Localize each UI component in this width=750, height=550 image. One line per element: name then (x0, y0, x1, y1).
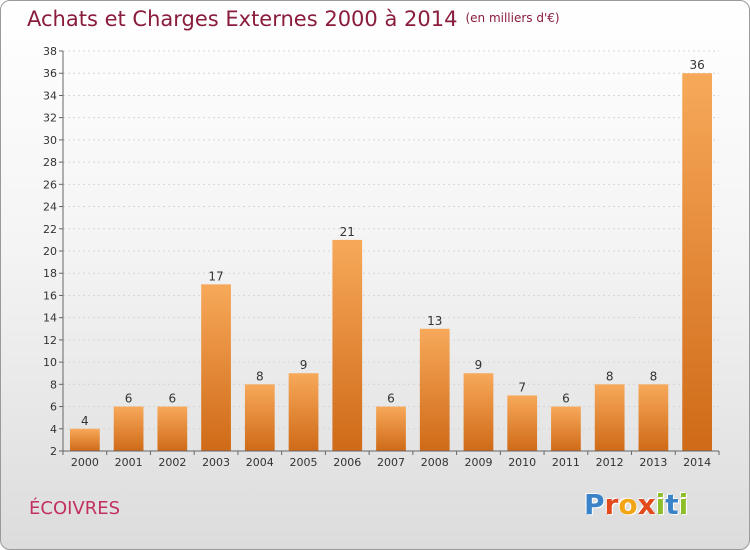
x-tick-label: 2005 (290, 456, 318, 469)
y-tick-label: 38 (43, 45, 57, 58)
y-tick-label: 10 (43, 356, 57, 369)
bar-2008 (419, 328, 450, 451)
logo-letter: i (655, 488, 666, 521)
labels: 2468101214161820222426283032343638420006… (43, 45, 711, 469)
y-tick-label: 34 (43, 89, 57, 102)
y-tick-label: 32 (43, 112, 57, 125)
y-tick-label: 12 (43, 334, 57, 347)
axes (59, 50, 720, 455)
y-tick-label: 36 (43, 67, 57, 80)
y-tick-label: 6 (50, 401, 57, 414)
logo-letter: o (618, 488, 638, 521)
logo-letter: i (678, 488, 689, 521)
x-tick-label: 2009 (464, 456, 492, 469)
bar-2014 (682, 73, 713, 451)
data-label: 17 (208, 269, 223, 283)
y-tick-label: 2 (50, 445, 57, 458)
data-label: 9 (475, 358, 483, 372)
y-tick-label: 20 (43, 245, 57, 258)
x-tick-label: 2006 (333, 456, 361, 469)
data-label: 6 (125, 392, 133, 406)
data-label: 13 (427, 314, 442, 328)
bar-2012 (594, 384, 625, 451)
x-tick-label: 2002 (158, 456, 186, 469)
data-label: 21 (340, 225, 355, 239)
data-label: 7 (518, 380, 526, 394)
data-label: 36 (689, 58, 704, 72)
y-tick-label: 4 (50, 423, 57, 436)
y-tick-label: 24 (43, 201, 57, 214)
y-tick-label: 22 (43, 223, 57, 236)
data-label: 6 (387, 392, 395, 406)
bar-2002 (157, 406, 188, 451)
commune-name: ÉCOIVRES (29, 498, 121, 519)
x-tick-label: 2003 (202, 456, 230, 469)
bars (69, 73, 713, 451)
x-tick-label: 2011 (552, 456, 580, 469)
proxiti-logo[interactable]: Proxiti (584, 488, 688, 521)
logo-letter: r (604, 488, 619, 521)
y-tick-label: 28 (43, 156, 57, 169)
logo-letter: x (637, 488, 656, 521)
data-label: 8 (650, 369, 658, 383)
x-tick-label: 2010 (508, 456, 536, 469)
data-label: 6 (562, 392, 570, 406)
title-unit: (en milliers d'€) (465, 11, 560, 25)
y-tick-label: 26 (43, 178, 57, 191)
title-text: Achats et Charges Externes 2000 à 2014 (27, 7, 458, 31)
y-tick-label: 14 (43, 312, 57, 325)
x-tick-label: 2001 (115, 456, 143, 469)
chart-title: Achats et Charges Externes 2000 à 2014 (e… (27, 7, 560, 31)
logo-letter: P (584, 488, 605, 521)
bar-2009 (463, 373, 494, 451)
data-label: 4 (81, 414, 89, 428)
bar-2011 (551, 406, 581, 451)
bar-2007 (376, 406, 406, 451)
bar-2010 (507, 395, 538, 451)
y-tick-label: 16 (43, 289, 57, 302)
x-tick-label: 2008 (421, 456, 449, 469)
x-tick-label: 2007 (377, 456, 405, 469)
bar-2001 (113, 406, 144, 451)
bar-2013 (638, 384, 669, 451)
data-label: 6 (169, 392, 177, 406)
logo-letter: t (665, 488, 679, 521)
x-tick-label: 2013 (639, 456, 667, 469)
bar-2005 (288, 373, 319, 451)
y-tick-label: 30 (43, 134, 57, 147)
x-tick-label: 2012 (596, 456, 624, 469)
x-tick-label: 2014 (683, 456, 711, 469)
y-tick-label: 18 (43, 267, 57, 280)
bar-2006 (332, 239, 363, 451)
data-label: 9 (300, 358, 308, 372)
data-label: 8 (606, 369, 614, 383)
x-tick-label: 2000 (71, 456, 99, 469)
bar-2004 (244, 384, 275, 451)
bar-2003 (201, 284, 231, 451)
x-tick-label: 2004 (246, 456, 274, 469)
y-tick-label: 8 (50, 378, 57, 391)
data-label: 8 (256, 369, 264, 383)
bar-2000 (69, 428, 100, 451)
